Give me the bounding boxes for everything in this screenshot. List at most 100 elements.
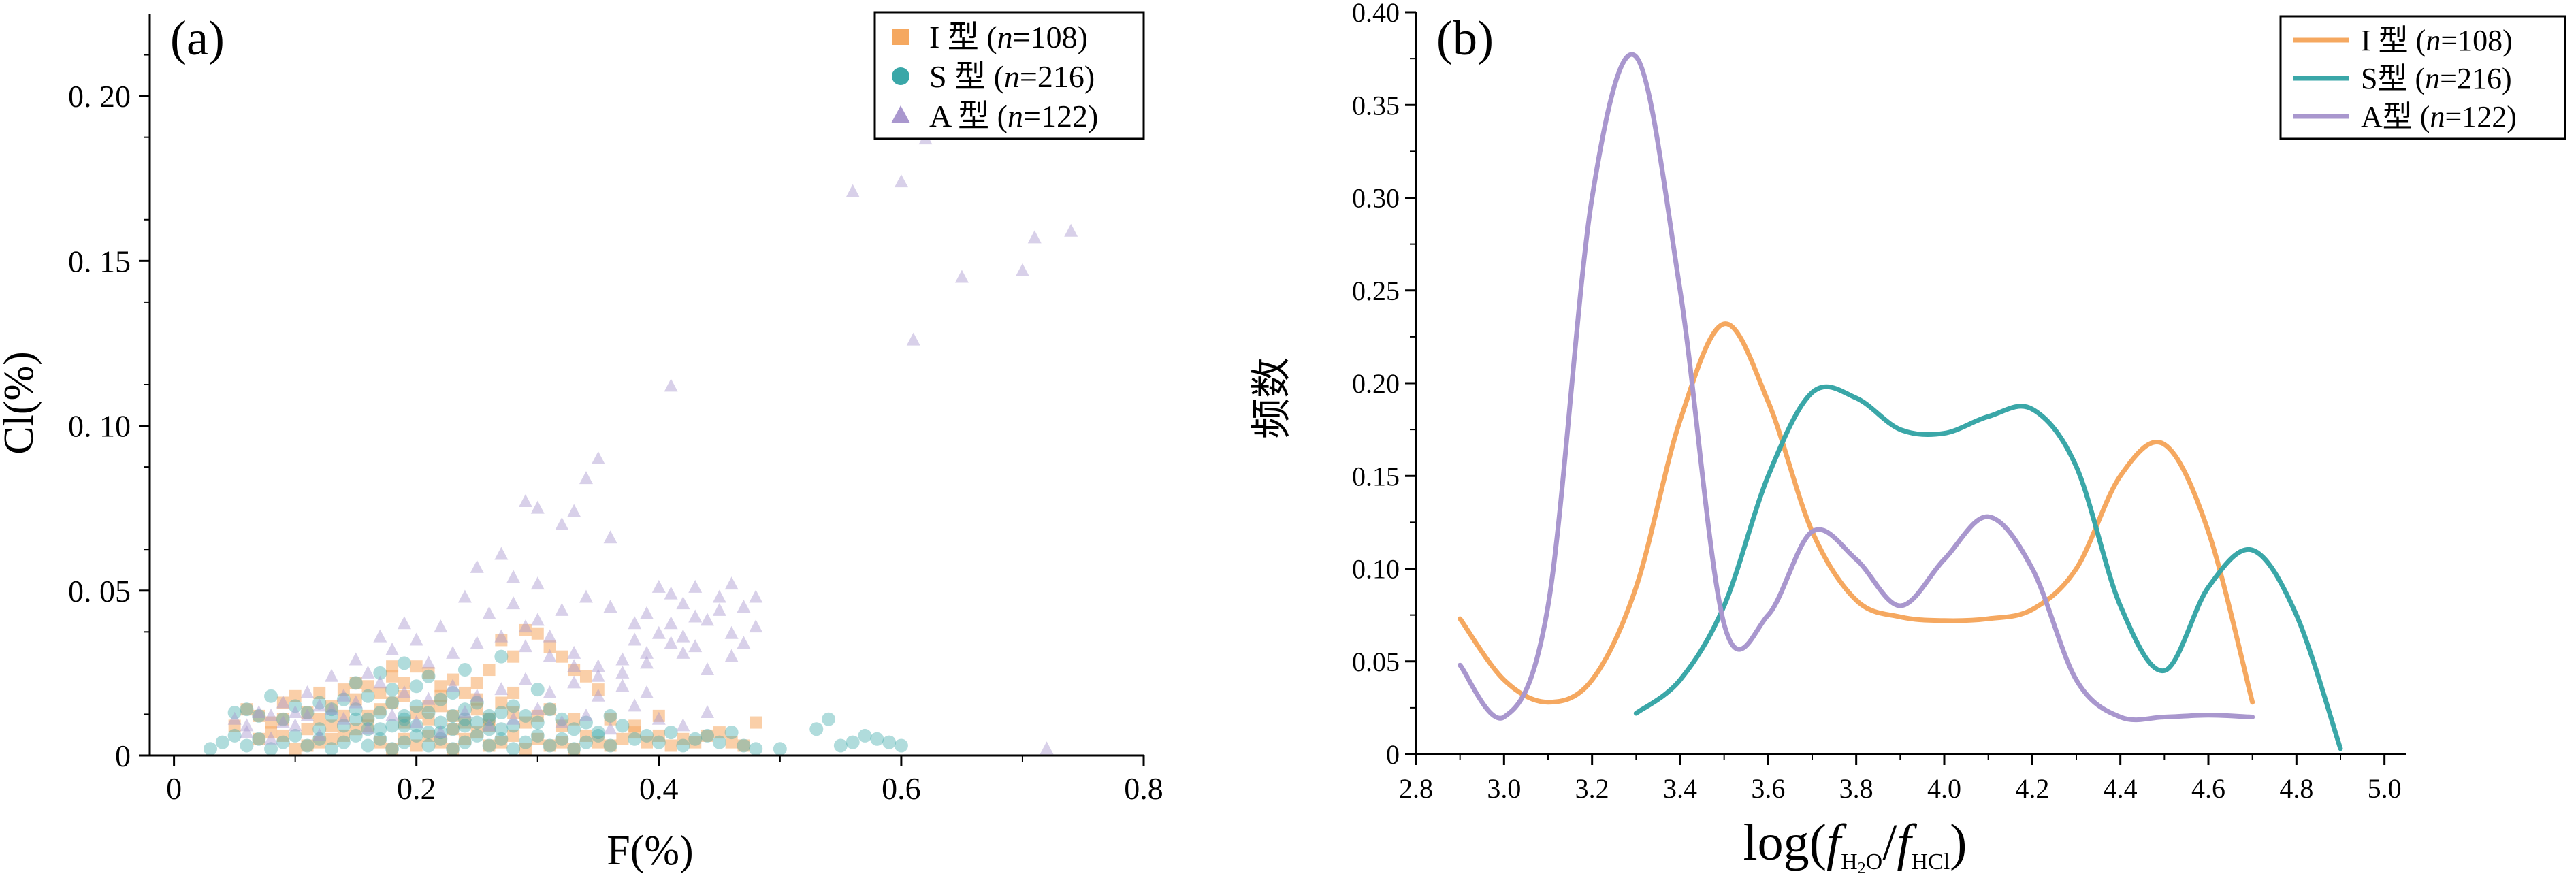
point-i-80: [664, 739, 677, 752]
point-i-33: [556, 650, 568, 663]
point-i-27: [568, 713, 581, 726]
point-a-105: [385, 642, 400, 655]
point-a-74: [701, 705, 715, 719]
x-tick-label: 4.0: [1927, 773, 1961, 804]
point-s-108: [421, 726, 436, 740]
point-i-86: [737, 739, 750, 752]
point-s-21: [336, 735, 351, 749]
legend-label-prefix: A型 (: [2361, 100, 2430, 133]
point-i-60: [422, 729, 435, 742]
point-a-116: [640, 645, 654, 659]
point-a-51: [300, 685, 315, 698]
point-s-116: [434, 726, 448, 740]
y-tick-label: 0: [1386, 739, 1400, 770]
point-a-1: [846, 184, 860, 197]
point-i-32: [543, 640, 556, 653]
point-s-36: [434, 692, 448, 706]
point-a-70: [603, 721, 617, 735]
legend-label-prefix: S型 (: [2361, 62, 2425, 95]
point-s-38: [446, 709, 460, 723]
point-s-75: [724, 726, 739, 740]
point-s-95: [336, 719, 351, 733]
legend-label-prefix: I 型 (: [2361, 24, 2426, 57]
point-s-53: [530, 728, 545, 743]
legend-marker-triangle: [891, 105, 910, 123]
x-tick-label: 3.6: [1751, 773, 1785, 804]
y-tick-label: 0.25: [1352, 276, 1400, 306]
point-a-80: [373, 675, 387, 689]
point-a-108: [312, 698, 327, 712]
point-a-13: [567, 504, 581, 517]
point-s-12: [288, 699, 302, 713]
y-tick-label: 0.20: [1352, 368, 1400, 399]
legend-label: A 型 (n=122): [929, 99, 1098, 133]
point-a-94: [676, 629, 690, 643]
point-a-109: [288, 705, 302, 719]
point-a-53: [252, 705, 266, 719]
point-a-97: [579, 589, 593, 603]
point-i-45: [386, 670, 399, 683]
point-i-90: [386, 660, 399, 673]
point-i-75: [604, 739, 617, 752]
point-i-87: [750, 716, 762, 729]
point-i-22: [507, 706, 520, 719]
x-tick-label: 0.2: [397, 771, 436, 806]
point-s-88: [373, 666, 387, 680]
point-i-70: [543, 739, 556, 752]
point-a-9: [591, 451, 605, 464]
point-i-23: [519, 716, 532, 729]
point-s-23: [349, 728, 363, 743]
point-s-6: [252, 709, 266, 723]
point-s-56: [555, 712, 569, 726]
legend-label: A型 (n=122): [2361, 100, 2517, 133]
point-s-55: [543, 738, 557, 753]
point-i-97: [422, 713, 435, 726]
x-tick-label: 3.4: [1663, 773, 1697, 804]
point-s-15: [300, 738, 315, 753]
point-s-94: [312, 722, 327, 736]
point-a-43: [494, 629, 509, 643]
point-s-109: [446, 722, 460, 736]
scatter-x-axis-title: F(%): [607, 828, 693, 874]
point-a-60: [361, 721, 375, 735]
legend-box: [873, 11, 1145, 140]
point-s-24: [361, 689, 375, 703]
point-a-113: [737, 600, 751, 613]
point-i-104: [325, 719, 338, 732]
point-i-28: [495, 634, 508, 647]
point-a-81: [349, 695, 363, 709]
point-s-17: [312, 732, 327, 746]
point-i-17: [447, 709, 460, 722]
legend-label: I 型 (n=108): [2361, 24, 2513, 57]
point-s-80: [822, 712, 836, 726]
point-s-19: [325, 742, 339, 756]
point-a-5: [1015, 263, 1029, 276]
point-a-48: [373, 629, 387, 643]
point-s-98: [409, 719, 423, 733]
point-a-41: [543, 649, 557, 662]
point-s-103: [385, 683, 400, 697]
point-a-40: [567, 659, 581, 672]
point-s-58: [567, 722, 581, 736]
point-i-107: [652, 709, 665, 722]
point-s-45: [482, 738, 496, 753]
point-s-33: [409, 728, 423, 743]
point-a-82: [325, 702, 339, 715]
point-a-96: [603, 600, 617, 613]
point-s-62: [591, 726, 605, 740]
legend-label-n: n: [2426, 24, 2441, 57]
point-a-54: [227, 711, 242, 725]
point-s-115: [397, 712, 411, 726]
point-i-52: [301, 739, 314, 752]
x-tick-label: 0: [166, 771, 182, 806]
point-s-28: [385, 696, 400, 710]
legend-label-n: n: [997, 20, 1013, 54]
point-a-15: [603, 530, 617, 544]
point-i-64: [470, 726, 483, 739]
point-s-66: [615, 719, 630, 733]
point-i-106: [628, 719, 641, 732]
point-a-35: [737, 636, 751, 649]
point-i-55: [265, 726, 278, 739]
point-s-18: [325, 709, 339, 723]
x-tick-label: 0.6: [882, 771, 921, 806]
